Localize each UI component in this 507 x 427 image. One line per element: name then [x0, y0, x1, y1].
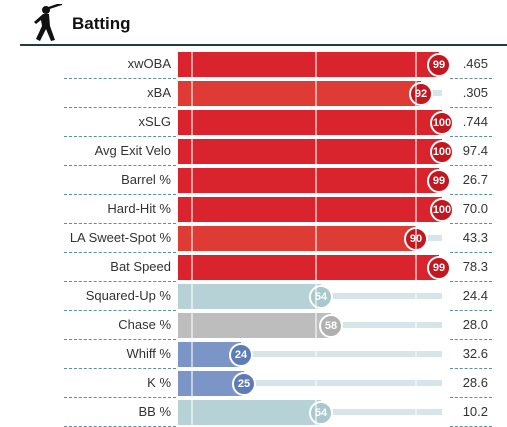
row-divider-right [450, 310, 492, 311]
percentile-bar [178, 81, 421, 106]
metric-value: 78.3 [462, 259, 488, 274]
row-divider-right [450, 107, 492, 108]
metric-label: Chase % [118, 317, 171, 332]
metric-label: Barrel % [121, 172, 171, 187]
metric-row: Barrel % 99 26.7 [0, 166, 507, 195]
percentile-badge: 99 [427, 256, 451, 280]
percentile-badge: 54 [309, 401, 333, 425]
row-divider-right [450, 78, 492, 79]
percentile-badge: 24 [229, 343, 253, 367]
row-divider [64, 136, 176, 137]
percentile-bar [178, 139, 442, 164]
metric-row: K % 25 28.6 [0, 369, 507, 398]
metric-label: Hard-Hit % [107, 201, 171, 216]
row-divider [64, 310, 176, 311]
percentile-badge: 99 [427, 53, 451, 77]
metric-label: LA Sweet-Spot % [69, 230, 171, 245]
row-divider-right [450, 252, 492, 253]
percentile-bar [178, 110, 442, 135]
percentile-badge: 54 [309, 285, 333, 309]
metric-value: 97.4 [462, 143, 488, 158]
metric-label: Whiff % [126, 346, 171, 361]
metric-label: xSLG [138, 114, 171, 129]
metric-label: xwOBA [127, 56, 171, 71]
row-divider [64, 165, 176, 166]
metric-row: Whiff % 24 32.6 [0, 340, 507, 369]
row-divider-right [450, 397, 492, 398]
percentile-track [178, 351, 442, 357]
metric-label: Bat Speed [110, 259, 171, 274]
metric-row: Squared-Up % 54 24.4 [0, 282, 507, 311]
percentile-bar [178, 313, 331, 338]
metric-label: Squared-Up % [85, 288, 171, 303]
percentile-badge: 99 [427, 169, 451, 193]
metric-value: 10.2 [462, 404, 488, 419]
metric-value: 28.0 [462, 317, 488, 332]
row-divider-right [450, 368, 492, 369]
percentile-bar [178, 168, 439, 193]
row-divider [64, 223, 176, 224]
percentile-bar [178, 52, 439, 77]
metric-row: xwOBA 99 .465 [0, 50, 507, 79]
metric-row: xBA 92 .305 [0, 79, 507, 108]
row-divider [64, 339, 176, 340]
metric-value: 70.0 [462, 201, 488, 216]
percentile-track [178, 380, 442, 386]
row-divider-right [450, 281, 492, 282]
percentile-bar [178, 197, 442, 222]
row-divider-right [450, 165, 492, 166]
section-title: Batting [72, 14, 131, 33]
metric-value: 26.7 [462, 172, 488, 187]
metric-row: Chase % 58 28.0 [0, 311, 507, 340]
percentile-bar [178, 284, 321, 309]
metric-row: LA Sweet-Spot % 90 43.3 [0, 224, 507, 253]
row-divider [64, 397, 176, 398]
metric-value: 28.6 [462, 375, 488, 390]
percentile-badge: 58 [319, 314, 343, 338]
metric-label: BB % [138, 404, 171, 419]
row-divider [64, 194, 176, 195]
section-header: Batting [20, 0, 507, 46]
percentile-rankings-list: xwOBA 99 .465 xBA 92 .305 xSLG 100 .744 Avg Exit … [0, 50, 507, 427]
row-divider-right [450, 194, 492, 195]
row-divider [64, 368, 176, 369]
row-divider [64, 78, 176, 79]
metric-value: .305 [462, 85, 488, 100]
metric-value: .744 [462, 114, 488, 129]
metric-value: .465 [462, 56, 488, 71]
metric-row: BB % 54 10.2 [0, 398, 507, 427]
row-divider-right [450, 339, 492, 340]
batter-silhouette-icon [34, 4, 62, 41]
metric-row: Bat Speed 99 78.3 [0, 253, 507, 282]
metric-label: K % [147, 375, 171, 390]
row-divider [64, 252, 176, 253]
percentile-bar [178, 400, 321, 425]
percentile-badge: 100 [430, 111, 454, 135]
percentile-bar [178, 255, 439, 280]
percentile-badge: 25 [232, 372, 256, 396]
percentile-badge: 90 [404, 227, 428, 251]
metric-label: Avg Exit Velo [94, 143, 171, 158]
row-divider-right [450, 223, 492, 224]
row-divider [64, 107, 176, 108]
metric-value: 24.4 [462, 288, 488, 303]
metric-row: Hard-Hit % 100 70.0 [0, 195, 507, 224]
percentile-badge: 92 [409, 82, 433, 106]
percentile-badge: 100 [430, 198, 454, 222]
metric-value: 32.6 [462, 346, 488, 361]
metric-row: xSLG 100 .744 [0, 108, 507, 137]
percentile-bar [178, 226, 416, 251]
row-divider [64, 281, 176, 282]
metric-value: 43.3 [462, 230, 488, 245]
metric-label: xBA [147, 85, 171, 100]
metric-row: Avg Exit Velo 100 97.4 [0, 137, 507, 166]
percentile-badge: 100 [430, 140, 454, 164]
row-divider-right [450, 136, 492, 137]
